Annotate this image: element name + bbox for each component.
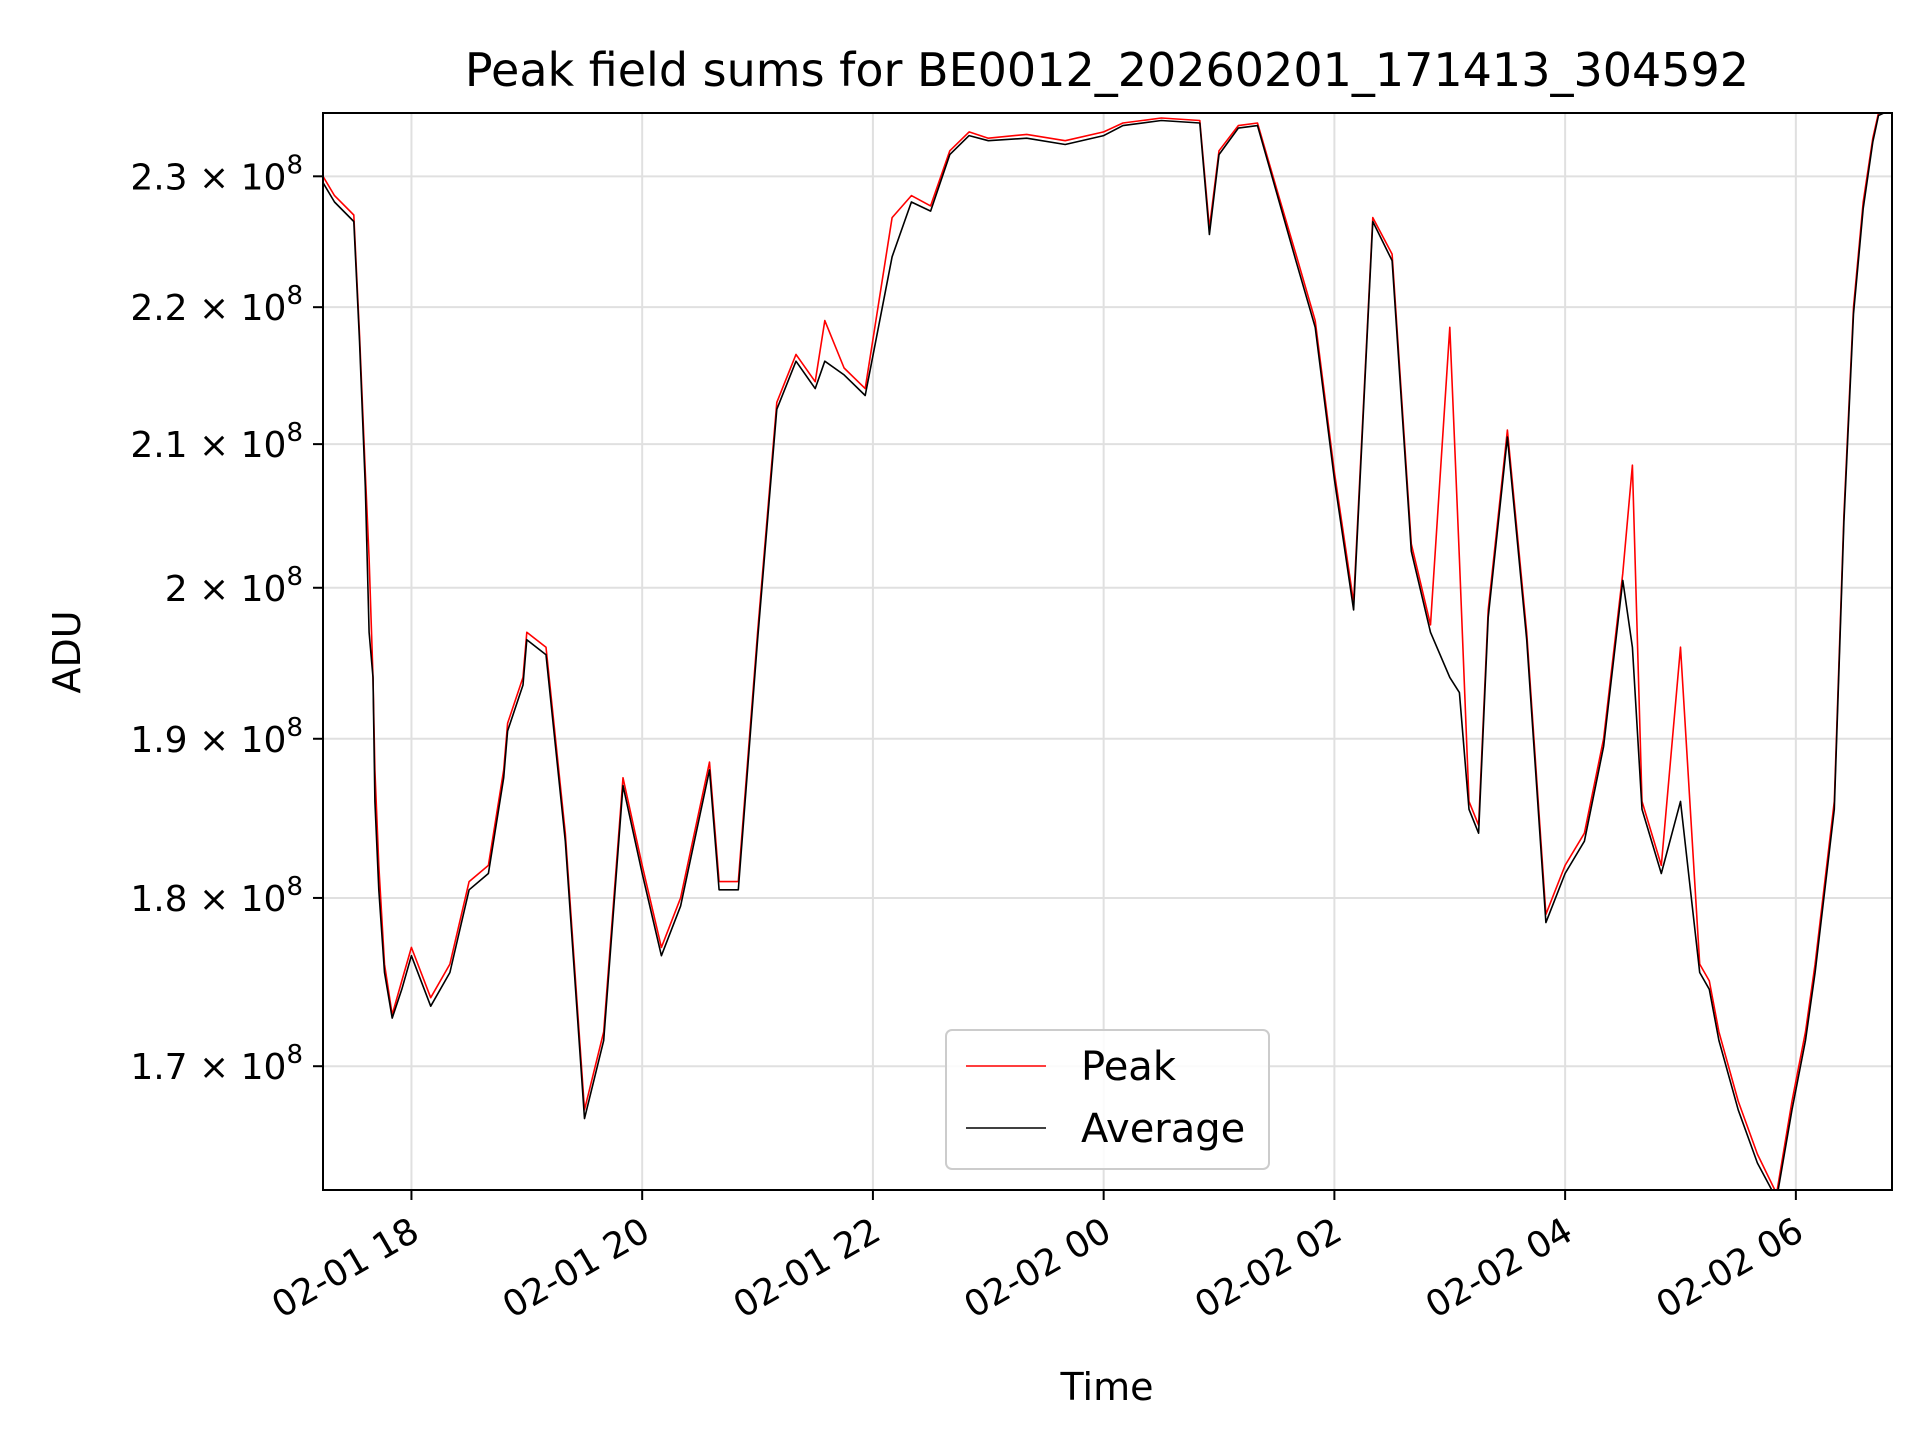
series-line-average (323, 113, 1886, 1190)
y-tick-label: 2.2 × 108 (130, 281, 303, 329)
chart-title: Peak field sums for BE0012_20260201_1714… (465, 43, 1749, 97)
legend: Peak Average (945, 1029, 1270, 1170)
legend-peak-label: Peak (1081, 1044, 1177, 1090)
y-tick-label: 1.9 × 108 (130, 713, 303, 761)
y-tick-label: 2.1 × 108 (130, 418, 303, 466)
y-tick-label: 1.8 × 108 (130, 872, 303, 920)
y-tick-label: 1.7 × 108 (130, 1040, 303, 1088)
legend-average-label: Average (1081, 1106, 1245, 1152)
x-axis-label: Time (1060, 1365, 1154, 1409)
y-axis-ticks: 1.7 × 108 1.8 × 108 1.9 × 108 2 × 108 2.1 × … (130, 150, 323, 1088)
y-axis-label: ADU (45, 610, 89, 693)
series-line-peak (323, 113, 1881, 1190)
plot-area-frame (322, 112, 1893, 1191)
series-lines (323, 113, 1886, 1190)
y-tick-label: 2.3 × 108 (130, 150, 303, 198)
grid-lines (323, 113, 1892, 1190)
y-tick-label: 2 × 108 (165, 562, 303, 610)
legend-box (945, 1029, 1270, 1170)
